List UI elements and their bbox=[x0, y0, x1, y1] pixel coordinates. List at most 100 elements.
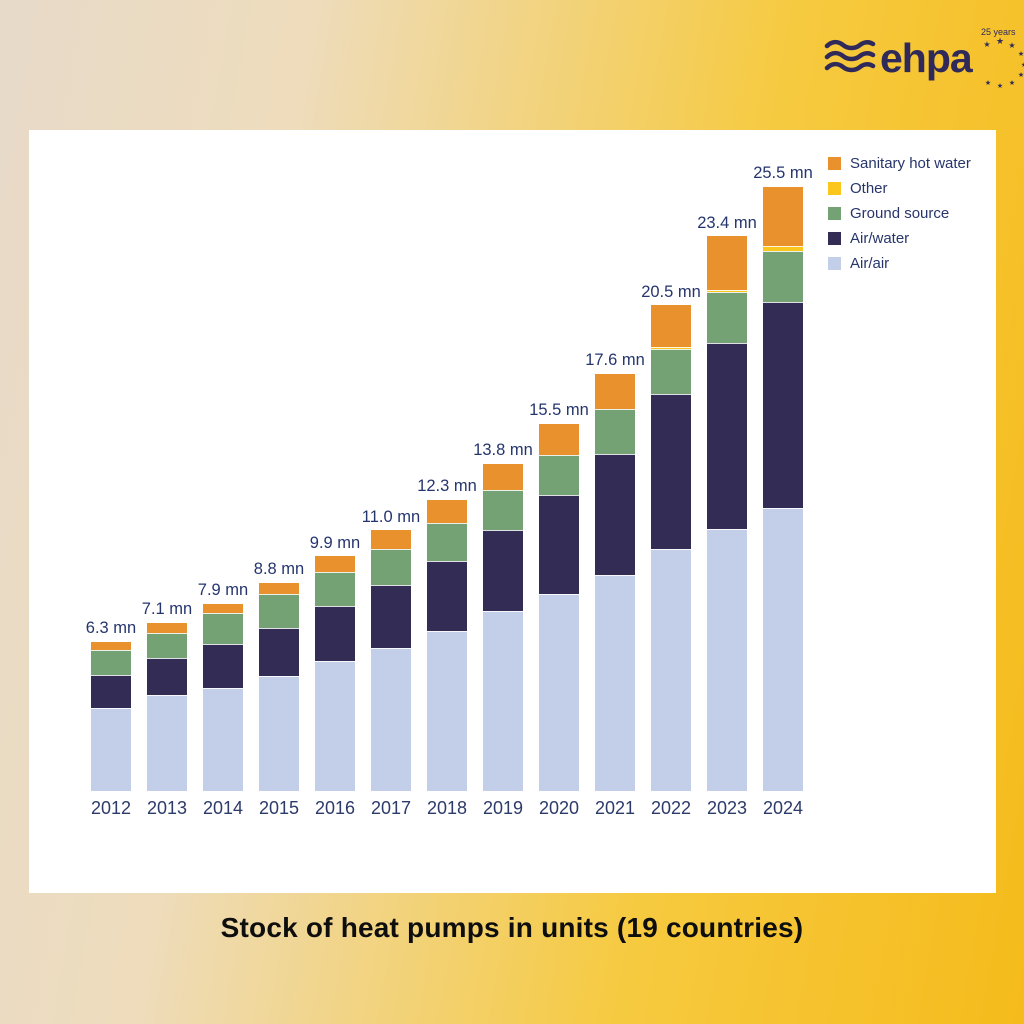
bar-group-2014: 7.9 mn bbox=[198, 582, 248, 791]
bar-segment-ground-source bbox=[651, 349, 691, 395]
bar-segment-sanitary-hot-water bbox=[259, 582, 299, 595]
x-axis-tick-label: 2020 bbox=[539, 798, 580, 818]
stacked-bar bbox=[651, 305, 691, 791]
bar-segment-air-water bbox=[707, 343, 747, 530]
stacked-bar bbox=[595, 373, 635, 791]
bar-segment-ground-source bbox=[539, 454, 579, 495]
x-axis-tick-label: 2016 bbox=[315, 798, 356, 818]
legend-label: Other bbox=[850, 180, 888, 197]
legend-label: Ground source bbox=[850, 205, 950, 222]
legend-item: Other bbox=[828, 181, 971, 196]
ehpa-logo: ehpa 25 years ★ ★ ★ ★ ★ ★ ★ ★ ★ bbox=[824, 26, 1024, 90]
bar-total-label: 23.4 mn bbox=[697, 213, 757, 232]
bar-segment-air-water bbox=[595, 454, 635, 576]
bar-group-2022: 20.5 mn bbox=[641, 284, 701, 791]
bar-segment-air-air bbox=[707, 529, 747, 791]
stacked-bar-plot: 6.3 mn 7.1 mn 7.9 mn 8.8 mn 9.9 mn 11.0 mn 12.… bbox=[29, 130, 996, 791]
bar-segment-air-water bbox=[147, 658, 187, 695]
bar-segment-sanitary-hot-water bbox=[203, 603, 243, 614]
chart-card: 6.3 mn 7.1 mn 7.9 mn 8.8 mn 9.9 mn 11.0 mn 12.… bbox=[29, 130, 996, 893]
legend-swatch-icon bbox=[828, 182, 841, 195]
svg-text:★: ★ bbox=[997, 82, 1003, 89]
legend-label: Air/air bbox=[850, 255, 890, 272]
legend-swatch-icon bbox=[828, 257, 841, 270]
x-axis-tick-label: 2021 bbox=[595, 798, 636, 818]
bar-segment-air-air bbox=[427, 631, 467, 791]
bar-segment-air-water bbox=[427, 561, 467, 631]
bar-total-label: 12.3 mn bbox=[417, 477, 477, 496]
chart-legend: Sanitary hot water Other Ground source Air/… bbox=[828, 156, 971, 271]
stacked-bar bbox=[427, 499, 467, 791]
stacked-bar bbox=[315, 556, 355, 791]
bar-segment-ground-source bbox=[259, 594, 299, 628]
bar-segment-ground-source bbox=[483, 490, 523, 531]
bar-group-2024: 25.5 mn bbox=[753, 165, 813, 791]
bar-group-2017: 11.0 mn bbox=[362, 509, 420, 791]
svg-text:★: ★ bbox=[1021, 61, 1024, 69]
bar-segment-air-air bbox=[91, 708, 131, 791]
logo-wordmark: ehpa bbox=[880, 34, 973, 81]
bar-segment-air-water bbox=[203, 644, 243, 688]
svg-text:★: ★ bbox=[996, 37, 1004, 47]
legend-item: Air/air bbox=[828, 256, 971, 271]
bar-segment-ground-source bbox=[371, 549, 411, 585]
x-axis-tick-label: 2017 bbox=[371, 798, 412, 818]
stacked-bar bbox=[707, 236, 747, 791]
x-axis-tick-label: 2013 bbox=[147, 798, 188, 818]
legend-swatch-icon bbox=[828, 157, 841, 170]
bar-group-2013: 7.1 mn bbox=[142, 601, 192, 791]
stacked-bar bbox=[539, 423, 579, 791]
bar-segment-air-air bbox=[651, 549, 691, 791]
bar-total-label: 13.8 mn bbox=[473, 441, 533, 460]
bar-group-2020: 15.5 mn bbox=[529, 402, 589, 791]
bar-segment-air-air bbox=[315, 660, 355, 791]
page-title: Stock of heat pumps in units (19 countri… bbox=[220, 912, 804, 943]
x-axis-tick-label: 2018 bbox=[427, 798, 468, 818]
bar-total-label: 11.0 mn bbox=[361, 507, 421, 526]
bar-segment-air-air bbox=[371, 647, 411, 791]
stacked-bar bbox=[483, 463, 523, 791]
bar-segment-ground-source bbox=[595, 409, 635, 455]
bar-total-label: 8.8 mn bbox=[253, 560, 305, 579]
legend-label: Air/water bbox=[850, 230, 910, 247]
waves-icon bbox=[824, 39, 876, 73]
svg-text:★: ★ bbox=[1018, 71, 1024, 79]
x-axis-tick-label: 2019 bbox=[483, 798, 524, 818]
bar-total-label: 7.9 mn bbox=[197, 581, 249, 600]
bar-total-label: 15.5 mn bbox=[529, 401, 589, 420]
svg-text:★: ★ bbox=[1018, 50, 1024, 58]
bar-group-2021: 17.6 mn bbox=[585, 352, 645, 791]
bar-group-2012: 6.3 mn bbox=[86, 620, 136, 791]
bar-group-2019: 13.8 mn bbox=[473, 442, 533, 791]
bar-segment-air-air bbox=[259, 676, 299, 791]
bar-segment-air-air bbox=[203, 687, 243, 791]
svg-text:★: ★ bbox=[983, 40, 990, 49]
bar-segment-ground-source bbox=[707, 292, 747, 344]
x-axis-labels: 2012 2013 2014 2015 2016 2017 2018 2019 2020 2021… bbox=[29, 798, 996, 819]
stacked-bar bbox=[763, 186, 803, 791]
bar-group-2018: 12.3 mn bbox=[417, 478, 477, 791]
bar-segment-air-air bbox=[147, 695, 187, 791]
legend-item: Air/water bbox=[828, 231, 971, 246]
legend-swatch-icon bbox=[828, 207, 841, 220]
bar-total-label: 6.3 mn bbox=[85, 619, 137, 638]
x-axis-tick-label: 2014 bbox=[203, 798, 244, 818]
x-axis-tick-label: 2022 bbox=[651, 798, 692, 818]
bar-segment-air-water bbox=[763, 301, 803, 508]
stacked-bar bbox=[203, 603, 243, 791]
anniversary-stars-icon: 25 years ★ ★ ★ ★ ★ ★ ★ ★ ★ bbox=[981, 27, 1024, 89]
bar-segment-other bbox=[651, 346, 691, 350]
bar-segment-ground-source bbox=[763, 250, 803, 302]
bar-segment-other bbox=[707, 289, 747, 293]
svg-text:★: ★ bbox=[1008, 41, 1015, 50]
bar-segment-air-water bbox=[651, 394, 691, 550]
stacked-bar bbox=[91, 641, 131, 791]
bar-segment-other bbox=[763, 245, 803, 251]
bar-group-2023: 23.4 mn bbox=[697, 215, 757, 791]
bar-total-label: 9.9 mn bbox=[309, 533, 361, 552]
bar-segment-air-water bbox=[91, 674, 131, 708]
legend-swatch-icon bbox=[828, 232, 841, 245]
bar-segment-air-water bbox=[259, 627, 299, 677]
bar-segment-air-air bbox=[539, 594, 579, 791]
